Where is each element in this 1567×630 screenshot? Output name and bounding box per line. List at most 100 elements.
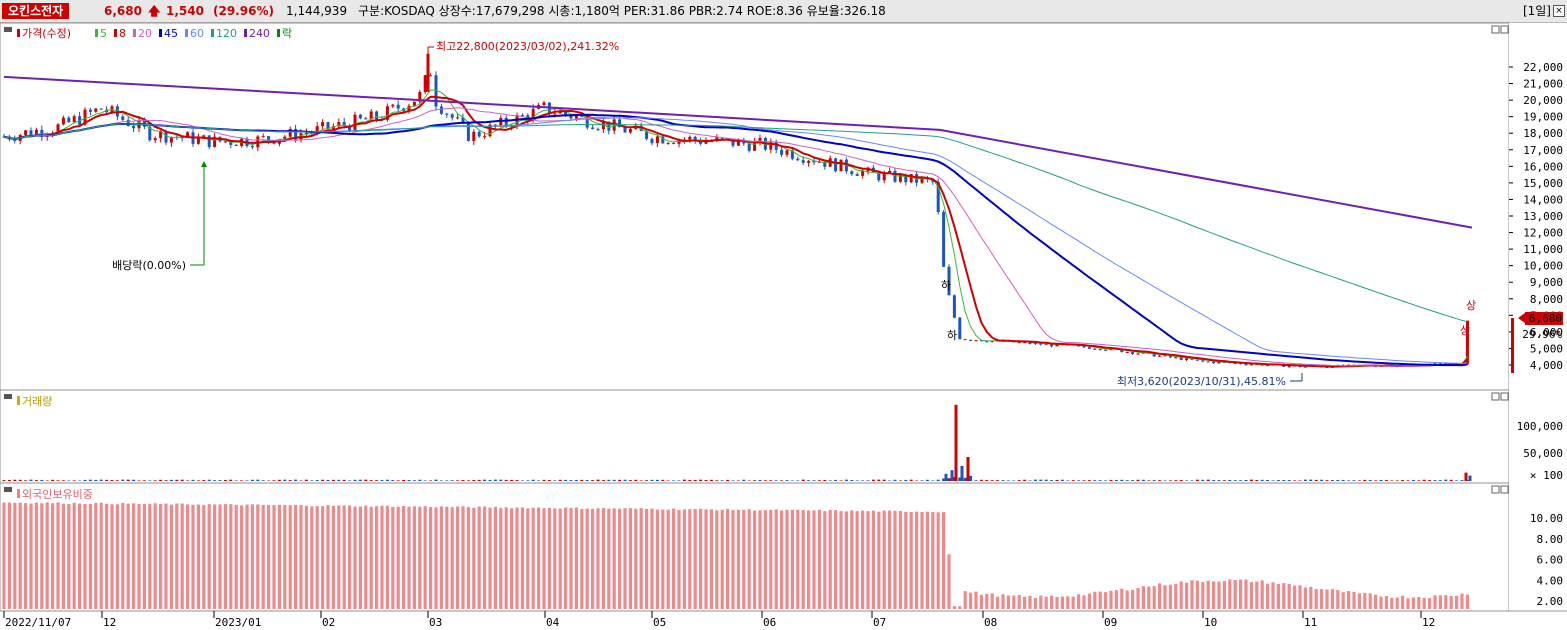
volume-bar — [164, 480, 168, 481]
volume-bar — [83, 479, 87, 481]
candle — [1158, 355, 1162, 357]
x-label: 07 — [873, 616, 886, 629]
y-tick-label: 20,000 — [1523, 94, 1563, 107]
foreign-bar — [418, 506, 422, 609]
stock-info: 구분:KOSDAQ 상장수:17,679,298 시총:1,180억 PER:3… — [358, 4, 886, 18]
candle — [920, 177, 924, 183]
candle — [574, 115, 578, 119]
foreign-bar — [1077, 594, 1081, 609]
candle — [88, 109, 92, 112]
volume-bar — [1468, 475, 1472, 481]
volume-bar — [121, 479, 125, 481]
foreign-bar — [915, 511, 919, 609]
candle — [1179, 357, 1183, 360]
foreign-bar — [1147, 586, 1151, 609]
panel-menu-icon[interactable] — [4, 394, 12, 399]
candle — [1174, 357, 1178, 359]
volume-bar — [969, 475, 973, 481]
candle — [353, 114, 357, 131]
stock-name[interactable]: 오킨스전자 — [2, 3, 70, 19]
foreign-bar — [115, 504, 119, 609]
foreign-bar — [650, 508, 654, 609]
foreign-bar — [564, 507, 568, 609]
volume-bar — [655, 479, 659, 481]
volume-bar — [1384, 480, 1388, 481]
candle — [456, 117, 460, 119]
foreign-bar — [1098, 591, 1102, 609]
candle — [1077, 345, 1081, 347]
candle — [99, 108, 103, 110]
volume-bar — [720, 480, 724, 481]
candle — [1152, 353, 1156, 357]
volume-bar — [1060, 479, 1064, 481]
candle — [418, 92, 422, 102]
volume-bar — [1444, 479, 1448, 481]
candle — [229, 141, 233, 145]
foreign-bar — [558, 508, 562, 609]
volume-bar — [1168, 480, 1172, 481]
volume-bar — [169, 479, 173, 481]
foreign-bar — [1287, 583, 1291, 609]
candle — [758, 137, 762, 142]
volume-bar — [1347, 480, 1351, 481]
x-label: 2022/11/07 — [5, 616, 71, 629]
panel-buttons[interactable] — [1491, 25, 1509, 494]
close-icon[interactable]: × — [1553, 5, 1565, 17]
volume-bar — [942, 478, 946, 481]
price-marks — [2, 53, 1473, 368]
foreign-bar — [186, 504, 190, 609]
candle — [693, 136, 697, 141]
candle — [688, 136, 692, 140]
candle — [785, 150, 789, 155]
volume-bar — [483, 479, 487, 481]
foreign-bar — [720, 509, 724, 609]
foreign-bar — [1298, 585, 1302, 609]
volume-bar — [1309, 479, 1313, 481]
foreign-bar — [450, 507, 454, 609]
candle — [607, 121, 611, 131]
x-label: 10 — [1204, 616, 1217, 629]
candle — [1201, 360, 1205, 362]
volume-bar — [1352, 480, 1356, 481]
legend-item: 락 — [282, 27, 292, 40]
foreign-bar — [645, 508, 649, 609]
volume-bar — [229, 479, 233, 481]
panel-menu-icon[interactable] — [4, 487, 12, 492]
last-price-tag: 6,680 29.96% — [1511, 312, 1563, 373]
candle — [936, 181, 940, 212]
candle — [855, 174, 859, 176]
y-tick-label: 22,000 — [1523, 61, 1563, 74]
foreign-bar — [94, 502, 98, 609]
candle — [407, 105, 411, 112]
candle — [947, 266, 951, 296]
candle — [1233, 363, 1237, 365]
foreign-bar — [202, 505, 206, 609]
volume-bar — [407, 479, 411, 481]
candle — [1266, 364, 1270, 366]
volume-bar — [326, 479, 330, 481]
foreign-bar — [672, 508, 676, 609]
volume-bar — [445, 480, 449, 481]
volume-bar — [337, 479, 341, 481]
foreign-bar — [877, 511, 881, 609]
x-axis: 2022/11/07 12 2023/01 02 03 04 05 06 07 08 09 10 11 1… — [3, 611, 1435, 629]
foreign-bar — [580, 508, 584, 609]
y-tick-label: 19,000 — [1523, 111, 1563, 124]
volume-bar — [1152, 480, 1156, 481]
foreign-bar — [1104, 592, 1108, 609]
candle — [931, 179, 935, 182]
panel-menu-icon[interactable] — [4, 27, 12, 32]
candle — [704, 141, 708, 144]
candle — [483, 136, 487, 138]
foreign-bar — [796, 509, 800, 609]
candle — [553, 113, 557, 115]
candle — [369, 111, 373, 120]
foreign-bar — [823, 511, 827, 609]
volume-bar — [1390, 480, 1394, 481]
foreign-bar — [218, 504, 222, 609]
period-selector[interactable]: [1일] — [1522, 4, 1551, 18]
volume-bar — [304, 479, 308, 481]
foreign-bar — [763, 510, 767, 609]
candle — [24, 130, 28, 135]
